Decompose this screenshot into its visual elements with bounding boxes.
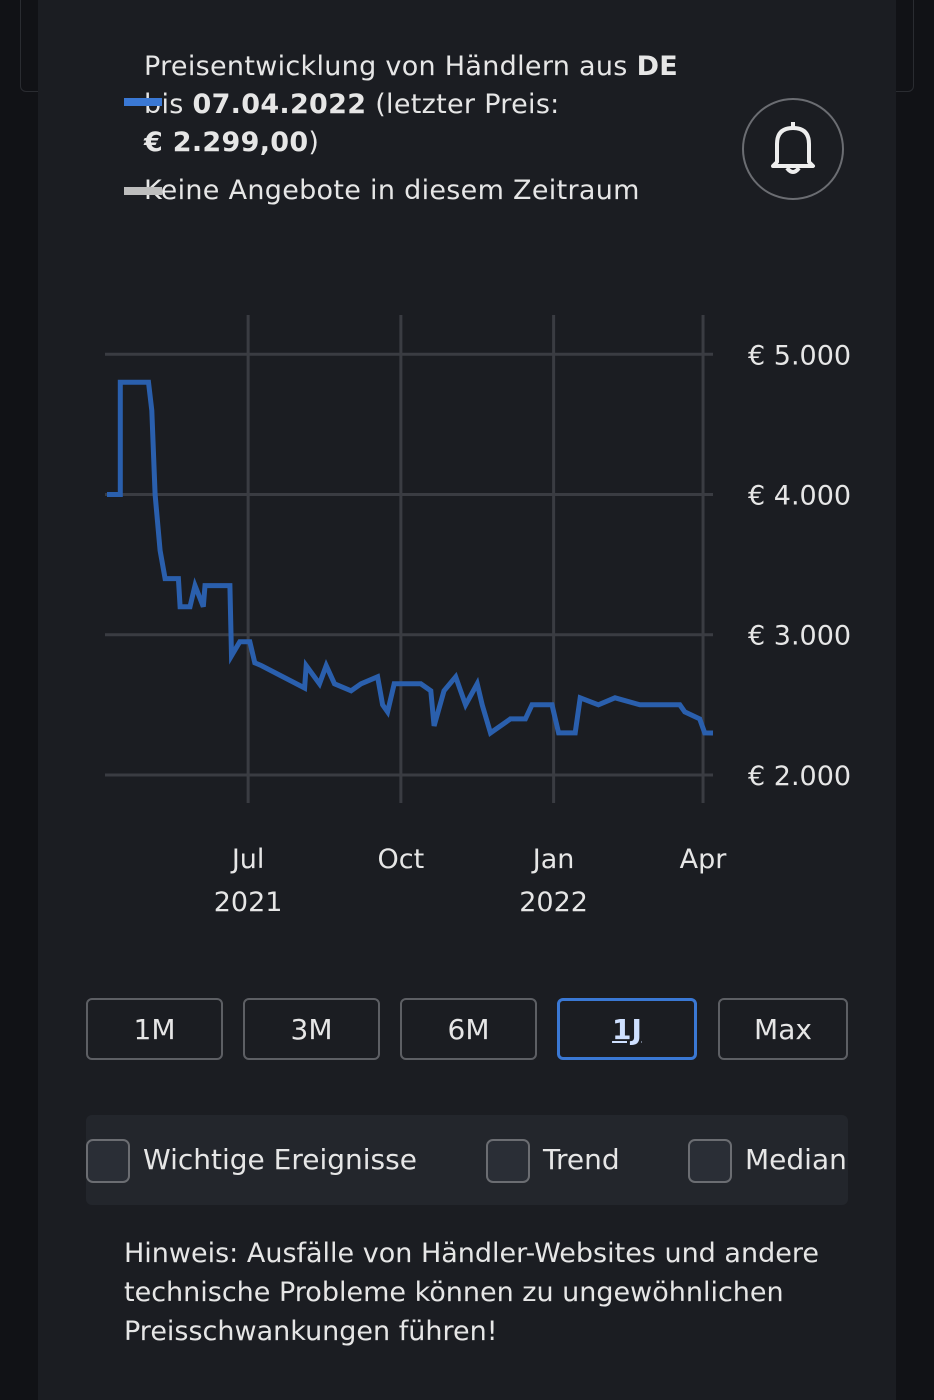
legend-text: Keine Angebote in diesem Zeitraum bbox=[144, 175, 640, 206]
legend-no-offers: Keine Angebote in diesem Zeitraum bbox=[124, 172, 744, 210]
x-tick-label-line: Apr bbox=[680, 844, 728, 875]
checkbox[interactable] bbox=[688, 1139, 732, 1183]
x-tick-label: Jan 2022 bbox=[519, 844, 588, 918]
x-tick-label: Apr bbox=[680, 844, 728, 875]
y-tick-label: € 5.000 bbox=[748, 340, 851, 371]
y-tick-label: € 2.000 bbox=[748, 761, 851, 792]
x-tick-label-line: Oct bbox=[378, 844, 425, 875]
legend-swatch bbox=[124, 187, 162, 195]
note: Hinweis: Ausfälle von Händler-Websites u… bbox=[124, 1238, 819, 1347]
range-button[interactable]: 1M bbox=[86, 998, 223, 1060]
legend-text: ) bbox=[308, 127, 320, 158]
legend-date: 07.04.2022 bbox=[192, 89, 367, 120]
y-tick-label: € 3.000 bbox=[748, 621, 851, 652]
legend-text: Preisentwicklung von Händlern aus bbox=[144, 51, 628, 82]
legend-country: DE bbox=[636, 51, 679, 82]
range-button[interactable]: 1J bbox=[557, 998, 697, 1060]
options: Wichtige Ereignisse Trend Median bbox=[86, 1115, 848, 1205]
legend-last-price: € 2.299,00 bbox=[144, 127, 309, 158]
x-tick-label-line: Jul bbox=[230, 844, 265, 875]
checkbox[interactable] bbox=[86, 1139, 130, 1183]
x-tick-label-line: Jan bbox=[531, 844, 575, 875]
x-tick-label-line: 2022 bbox=[519, 887, 588, 918]
price-line bbox=[107, 379, 714, 737]
checkbox-label[interactable]: Wichtige Ereignisse bbox=[143, 1143, 417, 1176]
x-tick-label: Oct bbox=[378, 844, 425, 875]
legend-text: (letzter Preis: bbox=[375, 89, 560, 120]
price-alert-button[interactable] bbox=[742, 98, 844, 200]
checkbox-label[interactable]: Median bbox=[745, 1143, 847, 1176]
chart: € 2.000 € 3.000 € 4.000 € 5.000 Jul 2021 Oct Ja… bbox=[105, 315, 851, 918]
legend-price: Preisentwicklung von Händlern aus DE bis… bbox=[124, 48, 744, 162]
checkbox[interactable] bbox=[486, 1139, 530, 1183]
y-tick-label: € 4.000 bbox=[748, 480, 851, 511]
legend: Preisentwicklung von Händlern aus DE bis… bbox=[124, 48, 744, 210]
range-button[interactable]: Max bbox=[718, 998, 848, 1060]
checkbox-label[interactable]: Trend bbox=[543, 1143, 620, 1176]
x-tick-label: Jul 2021 bbox=[214, 844, 283, 918]
legend-swatch bbox=[124, 98, 162, 106]
range-button[interactable]: 6M bbox=[400, 998, 537, 1060]
x-tick-label-line: 2021 bbox=[214, 887, 283, 918]
range-button[interactable]: 3M bbox=[243, 998, 380, 1060]
bell-icon bbox=[771, 122, 815, 174]
